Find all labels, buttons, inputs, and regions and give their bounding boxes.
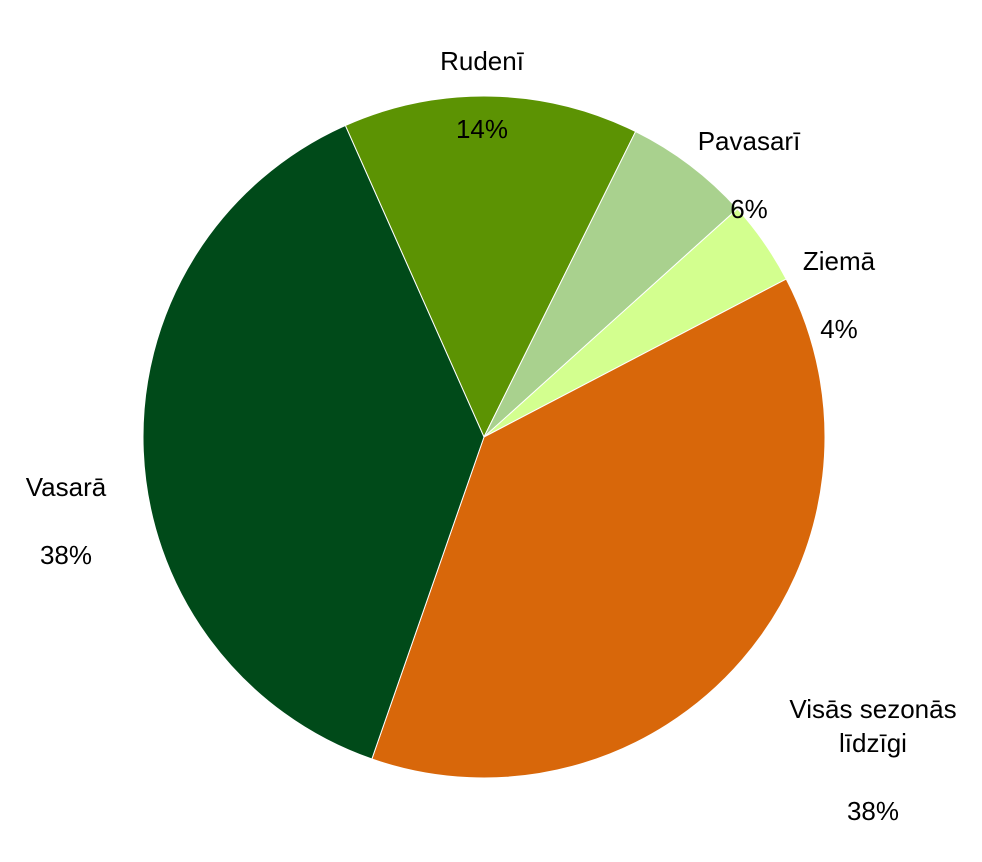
slice-label-visas-sezonas-value: 38% (846, 796, 900, 826)
slice-label-rudeni-name: Rudenī (440, 46, 524, 76)
slice-label-visas-sezonas: Visās sezonās līdzīgi 38% (763, 658, 982, 862)
slice-label-ziema-name: Ziemā (802, 246, 876, 276)
slice-label-vasara-name: Vasarā (25, 472, 107, 502)
slice-label-vasara-value: 38% (39, 540, 93, 570)
slice-label-visas-sezonas-name: Visās sezonās līdzīgi (789, 694, 957, 758)
slice-label-ziema-value: 4% (820, 314, 858, 344)
pie-slice-1 (483, 130, 739, 438)
slice-label-ziema: Ziemā 4% (803, 210, 875, 380)
pie-slice-4 (142, 124, 485, 760)
pie-chart (142, 95, 826, 778)
slice-label-rudeni: Rudenī 14% (440, 10, 524, 180)
slice-label-pavasari: Pavasarī 6% (698, 90, 801, 260)
slice-label-rudeni-value: 14% (455, 114, 509, 144)
slice-label-pavasari-name: Pavasarī (697, 126, 801, 156)
slice-label-vasara: Vasarā 38% (26, 436, 106, 606)
slice-label-pavasari-value: 6% (730, 194, 768, 224)
pie-slice-0 (344, 95, 637, 439)
